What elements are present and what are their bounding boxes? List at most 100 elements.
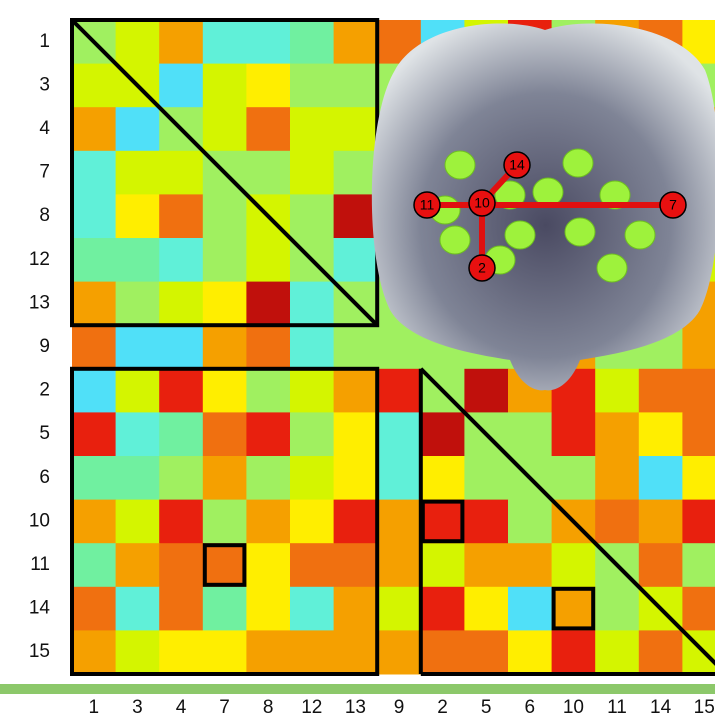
cell xyxy=(334,543,378,587)
col-label: 14 xyxy=(650,697,672,718)
cell xyxy=(246,151,290,195)
cell xyxy=(639,543,683,587)
cell xyxy=(203,282,247,326)
cell xyxy=(421,630,465,674)
cell xyxy=(116,194,160,238)
col-label: 15 xyxy=(694,697,715,718)
cell xyxy=(377,500,421,544)
cell xyxy=(246,543,290,587)
cell xyxy=(421,543,465,587)
chart: 11101472 1347812139256101114151347812139… xyxy=(0,0,715,721)
cell xyxy=(116,282,160,326)
col-label: 13 xyxy=(345,697,366,718)
cell xyxy=(246,456,290,500)
cell xyxy=(116,369,160,413)
cell xyxy=(290,151,334,195)
cell xyxy=(552,412,596,456)
cell xyxy=(552,543,596,587)
cell xyxy=(290,325,334,369)
row-label: 7 xyxy=(39,162,50,183)
cell xyxy=(334,107,378,151)
cell xyxy=(159,151,203,195)
col-label: 3 xyxy=(132,697,143,718)
row-label: 4 xyxy=(39,118,50,139)
cell xyxy=(552,587,596,631)
cell xyxy=(334,151,378,195)
cell xyxy=(552,456,596,500)
cell xyxy=(116,151,160,195)
cell xyxy=(72,64,116,108)
cell xyxy=(421,412,465,456)
cell xyxy=(377,456,421,500)
cell xyxy=(116,587,160,631)
cell xyxy=(682,325,715,369)
cell xyxy=(464,369,508,413)
cell xyxy=(595,587,639,631)
col-label: 7 xyxy=(219,697,230,718)
cell xyxy=(159,456,203,500)
cell xyxy=(72,282,116,326)
cell xyxy=(72,456,116,500)
cell xyxy=(116,543,160,587)
row-label: 5 xyxy=(39,423,50,444)
cell xyxy=(334,630,378,674)
cell xyxy=(203,543,247,587)
cell xyxy=(595,369,639,413)
cell xyxy=(464,543,508,587)
cell xyxy=(421,500,465,544)
cell xyxy=(72,325,116,369)
row-label: 10 xyxy=(29,510,50,531)
cell xyxy=(639,412,683,456)
row-label: 14 xyxy=(29,598,51,619)
cell xyxy=(290,500,334,544)
row-label: 11 xyxy=(30,554,50,575)
cell xyxy=(421,587,465,631)
col-label: 8 xyxy=(263,697,274,718)
cell xyxy=(334,64,378,108)
col-label: 6 xyxy=(525,697,536,718)
cell xyxy=(377,412,421,456)
cell xyxy=(159,369,203,413)
row-label: 6 xyxy=(39,467,50,488)
cell xyxy=(508,412,552,456)
cell xyxy=(377,369,421,413)
cell xyxy=(203,64,247,108)
cell xyxy=(290,587,334,631)
cell xyxy=(595,412,639,456)
cell xyxy=(246,238,290,282)
cell xyxy=(72,412,116,456)
cell xyxy=(203,369,247,413)
cell xyxy=(159,630,203,674)
node-label: 10 xyxy=(474,195,490,211)
cell xyxy=(159,587,203,631)
cell xyxy=(246,20,290,64)
cell xyxy=(116,412,160,456)
cell xyxy=(290,543,334,587)
col-label: 4 xyxy=(176,697,187,718)
cell xyxy=(72,500,116,544)
cell xyxy=(246,107,290,151)
cell xyxy=(290,456,334,500)
cell xyxy=(682,500,715,544)
cell xyxy=(72,369,116,413)
cell xyxy=(595,500,639,544)
cell xyxy=(72,151,116,195)
cell xyxy=(552,630,596,674)
cell xyxy=(639,456,683,500)
cell xyxy=(508,630,552,674)
cell xyxy=(508,587,552,631)
cell xyxy=(246,412,290,456)
col-label: 1 xyxy=(89,697,100,718)
cell xyxy=(116,325,160,369)
cell xyxy=(203,107,247,151)
cell xyxy=(334,238,378,282)
cell xyxy=(290,194,334,238)
cell xyxy=(290,64,334,108)
cell xyxy=(203,325,247,369)
cell xyxy=(464,630,508,674)
cell xyxy=(246,587,290,631)
row-label: 3 xyxy=(39,74,50,95)
cell xyxy=(334,456,378,500)
cell xyxy=(290,282,334,326)
row-label: 1 xyxy=(39,31,50,52)
